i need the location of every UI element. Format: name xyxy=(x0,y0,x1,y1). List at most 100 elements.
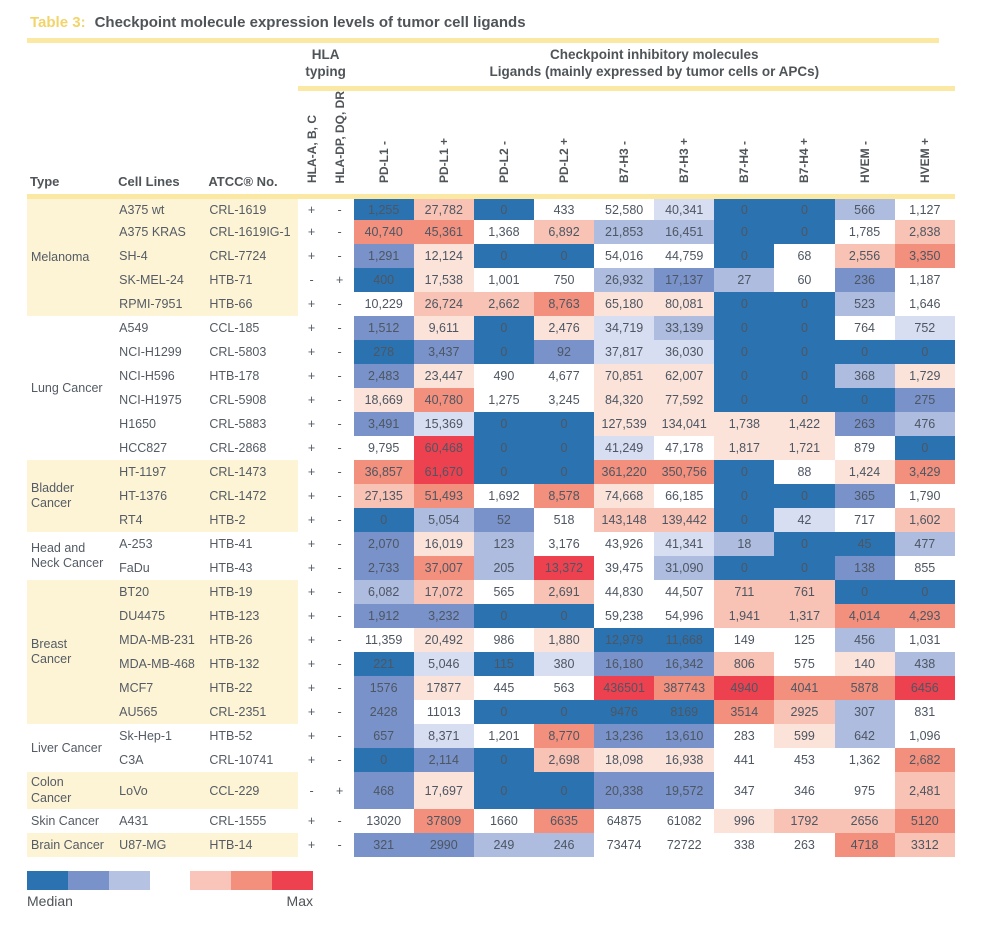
expression-value: 3,491 xyxy=(353,412,414,437)
expression-value: 0 xyxy=(714,340,775,365)
hla-class1-status: + xyxy=(307,369,316,384)
hla-class2-status: - xyxy=(337,729,342,744)
table-row: MDA-MB-231 HTB-26 + -11,359 20,492 986 1,880 12… xyxy=(27,628,955,653)
legend-red-swatch-light xyxy=(190,871,231,891)
hla-class1-status: + xyxy=(307,202,316,217)
expression-value: 52 xyxy=(473,508,534,533)
cell-line-label: RPMI-7951 xyxy=(115,292,206,317)
expression-value: 60 xyxy=(774,268,835,293)
expression-value: 0 xyxy=(533,436,595,461)
cell-line-label: FaDu xyxy=(119,561,150,576)
legend-max-label: Max xyxy=(286,893,313,910)
expression-value: 0 xyxy=(714,244,775,269)
expression-value: 11,668 xyxy=(654,628,715,653)
column-header-b7h3-neg: B7-H3 - xyxy=(594,88,655,199)
expression-value: 40,341 xyxy=(654,196,715,221)
cell-line-label: AU565 xyxy=(115,700,206,725)
expression-value: 42 xyxy=(774,508,835,533)
expression-value: 1,368 xyxy=(473,220,534,245)
expression-value: 68 xyxy=(774,244,835,269)
expression-value: 453 xyxy=(774,748,835,773)
atcc-number: HTB-14 xyxy=(205,833,298,858)
expression-value: 380 xyxy=(533,652,595,677)
expression-value: 441 xyxy=(714,748,775,773)
column-header-atcc-no: ATCC® No. xyxy=(205,88,298,199)
atcc-number: HTB-41 xyxy=(209,537,253,552)
expression-value: 1660 xyxy=(473,809,534,834)
expression-value: 0 xyxy=(473,196,534,221)
expression-value: 8,770 xyxy=(533,724,595,749)
expression-value: 831 xyxy=(894,700,955,725)
column-group-header-row: HLA typing Checkpoint inhibitory molecul… xyxy=(27,43,955,91)
hla-class1-status: + xyxy=(307,814,316,829)
expression-value: 350,756 xyxy=(654,460,715,485)
hla-class1-status: + xyxy=(307,297,316,312)
expression-value: 54,996 xyxy=(654,604,715,629)
expression-value: 143,148 xyxy=(594,508,655,533)
heatmap-legend: Median Max xyxy=(27,871,313,909)
title-divider-rule xyxy=(27,38,939,43)
expression-value: 0 xyxy=(473,244,534,269)
cancer-type-label: Brain Cancer xyxy=(27,833,116,858)
atcc-number: HTB-2 xyxy=(205,508,298,533)
expression-value: 711 xyxy=(714,580,775,605)
expression-value: 0 xyxy=(533,460,595,485)
expression-value: 62,007 xyxy=(654,364,715,389)
table-row: RT4 HTB-2 + -0 5,054 52 518 143,148 139,442 0 42 71… xyxy=(27,508,955,533)
expression-value: 1,646 xyxy=(894,292,955,317)
expression-value: 4,293 xyxy=(894,604,955,629)
hla-class2-status: - xyxy=(337,202,342,217)
expression-value: 445 xyxy=(473,676,534,701)
atcc-number: HTB-71 xyxy=(205,268,298,293)
expression-value: 347 xyxy=(714,772,775,810)
expression-value: 3,245 xyxy=(533,388,595,413)
expression-value: 221 xyxy=(353,652,414,677)
expression-value: 0 xyxy=(714,460,775,485)
expression-value: 15,369 xyxy=(413,412,474,437)
expression-value: 1,721 xyxy=(774,436,835,461)
cell-line-label: MDA-MB-468 xyxy=(115,652,206,677)
table-row: NCI-H1299 CRL-5803 + -278 3,437 0 92 37,817 36,0… xyxy=(27,340,955,365)
cell-line-label: A431 xyxy=(119,814,149,829)
expression-value: 61082 xyxy=(654,809,715,834)
expression-value: 205 xyxy=(473,556,534,581)
expression-value: 37809 xyxy=(413,809,474,834)
hla-class1-status: + xyxy=(307,225,316,240)
hla-class2-status: - xyxy=(337,657,342,672)
expression-value: 39,475 xyxy=(594,556,655,581)
expression-value: 433 xyxy=(533,196,595,221)
cell-line-label: MCF7 xyxy=(115,676,206,701)
expression-value: 1,424 xyxy=(834,460,895,485)
expression-value: 43,926 xyxy=(594,532,655,557)
hla-class2-status: - xyxy=(337,465,342,480)
cell-line-label: Sk-Hep-1 xyxy=(119,729,172,744)
legend-blue-swatch-mid xyxy=(68,871,109,891)
expression-value: 45 xyxy=(834,532,895,557)
hla-class1-status: + xyxy=(307,489,316,504)
expression-table: HLA typing Checkpoint inhibitory molecul… xyxy=(27,43,955,858)
expression-value: 1,127 xyxy=(894,196,955,221)
expression-value: 0 xyxy=(774,364,835,389)
hla-class2-status: - xyxy=(337,561,342,576)
expression-value: 44,830 xyxy=(594,580,655,605)
expression-value: 74,668 xyxy=(594,484,655,509)
hla-class2-status: - xyxy=(337,345,342,360)
expression-value: 1,692 xyxy=(473,484,534,509)
cell-line-label: BT20 xyxy=(115,580,206,605)
expression-value: 54,016 xyxy=(594,244,655,269)
expression-value: 0 xyxy=(353,748,414,773)
atcc-number: CRL-5883 xyxy=(209,417,267,432)
table-row: Lung Cancer A549 CCL-185 + -1,512 9,611 0 2,476… xyxy=(27,316,955,395)
expression-value: 127,539 xyxy=(594,412,655,437)
expression-value: 456 xyxy=(834,628,895,653)
cell-line-label: NCI-H1975 xyxy=(119,393,182,408)
expression-value: 0 xyxy=(473,604,534,629)
table-row: MCF7 HTB-22 + -1576 17877 445 563 436501 387743 4… xyxy=(27,676,955,701)
legend-red-swatch-dark xyxy=(272,871,313,891)
expression-value: 1,291 xyxy=(353,244,414,269)
expression-value: 2,682 xyxy=(894,748,955,773)
hla-class2-status: - xyxy=(337,249,342,264)
expression-value: 70,851 xyxy=(594,364,655,389)
expression-value: 27,782 xyxy=(413,196,474,221)
expression-value: 0 xyxy=(774,532,835,557)
